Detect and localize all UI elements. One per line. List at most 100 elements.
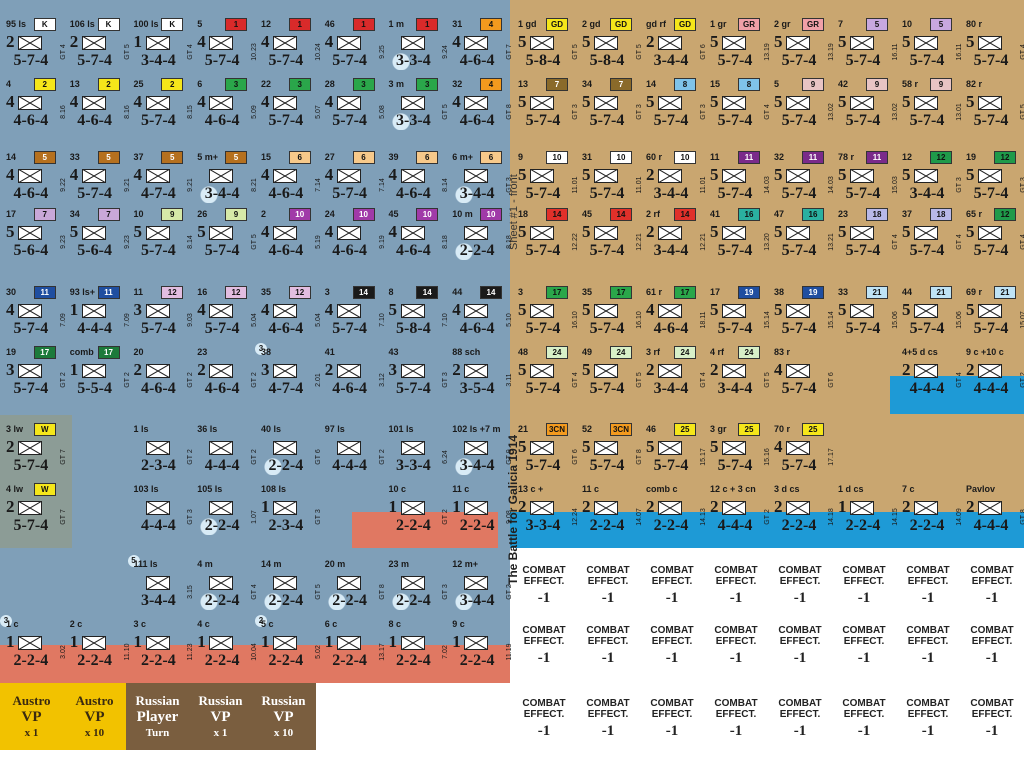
- strength: 5: [838, 222, 847, 241]
- symbol: [785, 500, 811, 520]
- badge: 9: [866, 78, 888, 91]
- symbol: [657, 95, 683, 115]
- unit-name: 41: [710, 209, 721, 219]
- combat-values: 5-7-4: [13, 457, 49, 474]
- counter: 12 c + 3 cn 2 GT 2 4-4-4: [704, 480, 771, 540]
- symbol: [463, 303, 489, 323]
- unit-symbol: [463, 440, 489, 456]
- unit-name: 78 r: [838, 152, 855, 162]
- side-code: GT 4: [1020, 44, 1024, 60]
- counter: 17 19 5 15.14 5-7-4: [704, 283, 771, 343]
- symbol: [463, 363, 489, 383]
- counter: 19 17 3 GT 2 5-7-4: [0, 343, 67, 403]
- combat-values: 5-7-4: [268, 112, 304, 129]
- combat-values: 3-3-4: [386, 112, 441, 130]
- unit-symbol: [913, 500, 939, 516]
- badge: 3: [225, 78, 247, 91]
- combat-values: 3-4-4: [195, 185, 249, 203]
- counter: 5 1 4 10.23 5-7-4: [191, 15, 258, 75]
- badge: 8: [674, 78, 696, 91]
- symbol: [145, 363, 170, 383]
- marker-text: VP: [21, 709, 42, 725]
- symbol: [17, 363, 43, 383]
- symbol: [17, 440, 43, 460]
- badge: 24: [674, 346, 696, 359]
- unit-name: 30: [6, 287, 17, 297]
- strength: 5: [518, 32, 527, 51]
- unit-name: 46: [646, 424, 657, 434]
- unit-symbol: [657, 95, 683, 111]
- symbol: [913, 35, 939, 55]
- combat-value: -1: [985, 723, 999, 739]
- combat-values: 5-7-4: [717, 242, 753, 259]
- unit-name: 12 m+: [452, 559, 479, 569]
- unit-name: 12 c + 3 cn: [710, 484, 756, 494]
- unit-name: 4+5 d cs: [902, 347, 938, 357]
- unit-symbol: [81, 168, 107, 184]
- strength: 1: [133, 32, 143, 51]
- combat-values: 5-7-4: [589, 320, 625, 337]
- strength: 5: [582, 32, 591, 51]
- strength: 5: [966, 32, 975, 51]
- strength: 5: [902, 165, 911, 184]
- unit-symbol: [17, 35, 43, 51]
- combat-values: 2-2-4: [459, 517, 495, 534]
- unit-name: 17: [6, 209, 17, 219]
- combat-values: 5-7-4: [717, 52, 753, 69]
- strength: 5: [774, 300, 783, 319]
- symbol: [657, 35, 683, 55]
- unit-name: 45: [388, 209, 399, 219]
- unit-name: 15: [710, 79, 721, 89]
- combat-label: COMBAT EFFECT.: [842, 565, 886, 587]
- combat-values: 5-7-4: [781, 52, 817, 69]
- symbol: [400, 363, 425, 383]
- combat-effect: COMBAT EFFECT. -1: [896, 698, 960, 740]
- unit-name: 18: [518, 209, 529, 219]
- combat-values: 3-4-4: [450, 592, 504, 610]
- symbol: [336, 35, 362, 55]
- combat-values: 2-2-4: [450, 242, 504, 260]
- unit-name: 5: [197, 19, 203, 29]
- unit-symbol: [336, 440, 362, 456]
- counter: 32 4 4 GT 8 4-6-4: [446, 75, 513, 135]
- combat-values: 2-2-4: [204, 652, 240, 669]
- badge: 9: [930, 78, 952, 91]
- badge: 12: [225, 286, 247, 299]
- symbol: [272, 440, 298, 460]
- unit-symbol: [81, 225, 107, 241]
- strength: 5: [838, 32, 847, 51]
- combat-effect: COMBAT EFFECT. -1: [832, 625, 896, 667]
- unit-name: 15: [261, 152, 272, 162]
- badge: 7: [610, 78, 632, 91]
- counter: 38 19 5 15.14 5-7-4: [768, 283, 835, 343]
- combat-values: 5-7-4: [781, 112, 817, 129]
- symbol: [400, 35, 425, 55]
- combat-values: 4-6-4: [396, 242, 431, 259]
- unit-symbol: [849, 35, 875, 51]
- side-code: GT 8: [1020, 509, 1024, 525]
- combat-values: 2-2-4: [77, 652, 112, 669]
- symbol: [208, 500, 234, 520]
- badge: 16: [738, 208, 760, 221]
- unit-name: 39: [388, 152, 399, 162]
- strength: 4: [133, 92, 143, 111]
- badge: 7: [97, 208, 120, 221]
- unit-symbol: [529, 303, 555, 319]
- combat-values: 5-7-4: [525, 185, 561, 202]
- badge: 12: [994, 208, 1016, 221]
- counter: 12 12 5 GT 3 3-4-4: [896, 148, 963, 208]
- combat-values: 4-6-4: [459, 320, 495, 337]
- symbol: [657, 303, 683, 323]
- unit-symbol: [785, 500, 811, 516]
- unit-symbol: [17, 168, 43, 184]
- combat-values: 4-6-4: [268, 185, 304, 202]
- symbol: [721, 35, 747, 55]
- unit-symbol: [593, 35, 619, 51]
- unit-symbol: [400, 303, 425, 319]
- symbol: [208, 35, 234, 55]
- unit-symbol: [400, 440, 425, 456]
- unit-symbol: [593, 303, 619, 319]
- unit-name: 20: [133, 347, 144, 357]
- counter: 106 ls K 2 GT 5 5-7-4: [64, 15, 131, 75]
- combat-values: 5-7-4: [332, 320, 367, 337]
